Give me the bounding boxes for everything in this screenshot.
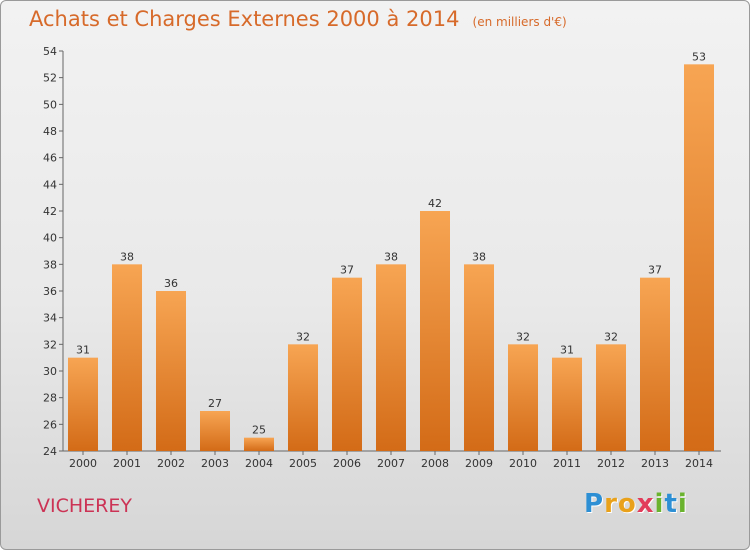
x-tick-label: 2007 <box>377 457 405 470</box>
y-tick-label: 24 <box>43 445 57 458</box>
bar-value-label: 32 <box>604 330 618 343</box>
x-tick-label: 2006 <box>333 457 361 470</box>
bar-value-label: 37 <box>648 264 662 277</box>
x-tick-label: 2014 <box>685 457 713 470</box>
x-tick-label: 2002 <box>157 457 185 470</box>
x-tick-label: 2012 <box>597 457 625 470</box>
logo-letter: t <box>664 489 678 519</box>
y-tick-label: 32 <box>43 338 57 351</box>
bar <box>596 344 626 451</box>
bar <box>552 357 582 451</box>
bar <box>464 264 494 451</box>
proxiti-logo: Proxiti <box>584 489 688 519</box>
y-tick-label: 52 <box>43 72 57 85</box>
bar-value-label: 38 <box>120 250 134 263</box>
logo-letter: i <box>677 489 688 519</box>
x-tick-label: 2000 <box>69 457 97 470</box>
chart-title: Achats et Charges Externes 2000 à 2014 <box>29 7 460 31</box>
bar-value-label: 31 <box>560 344 574 357</box>
y-tick-label: 44 <box>43 178 57 191</box>
bar-value-label: 36 <box>164 277 178 290</box>
logo-letter: r <box>604 489 618 519</box>
x-tick-label: 2004 <box>245 457 273 470</box>
place-name: VICHEREY <box>37 495 132 517</box>
bar <box>420 211 450 451</box>
bar <box>640 277 670 451</box>
x-tick-label: 2013 <box>641 457 669 470</box>
y-tick-label: 46 <box>43 152 57 165</box>
y-tick-label: 42 <box>43 205 57 218</box>
bar <box>156 291 186 451</box>
x-tick-label: 2003 <box>201 457 229 470</box>
bar-value-label: 42 <box>428 197 442 210</box>
chart-title-block: Achats et Charges Externes 2000 à 2014 (… <box>29 7 567 31</box>
bar-value-label: 27 <box>208 397 222 410</box>
y-tick-label: 36 <box>43 285 57 298</box>
y-tick-label: 30 <box>43 365 57 378</box>
chart-unit: (en milliers d'€) <box>472 15 567 29</box>
bar-value-label: 53 <box>692 50 706 63</box>
y-tick-label: 48 <box>43 125 57 138</box>
y-tick-label: 34 <box>43 312 57 325</box>
bar <box>244 437 274 451</box>
bar-value-label: 32 <box>296 330 310 343</box>
bar <box>332 277 362 451</box>
y-tick-label: 26 <box>43 418 57 431</box>
y-tick-label: 50 <box>43 98 57 111</box>
bar-value-label: 38 <box>472 250 486 263</box>
bar-value-label: 31 <box>76 344 90 357</box>
bar <box>508 344 538 451</box>
logo-letter: P <box>584 489 605 519</box>
x-tick-label: 2008 <box>421 457 449 470</box>
logo-letter: o <box>617 489 637 519</box>
bar <box>68 357 98 451</box>
x-tick-label: 2010 <box>509 457 537 470</box>
bar-value-label: 32 <box>516 330 530 343</box>
bar <box>112 264 142 451</box>
bar <box>376 264 406 451</box>
x-tick-label: 2011 <box>553 457 581 470</box>
y-tick-label: 40 <box>43 232 57 245</box>
x-tick-label: 2001 <box>113 457 141 470</box>
bar-value-label: 38 <box>384 250 398 263</box>
bar-value-label: 25 <box>252 424 266 437</box>
logo-letter: x <box>636 489 655 519</box>
x-tick-label: 2009 <box>465 457 493 470</box>
bar-value-label: 37 <box>340 264 354 277</box>
x-tick-label: 2005 <box>289 457 317 470</box>
bar <box>200 411 230 451</box>
bar <box>684 64 714 452</box>
y-tick-label: 54 <box>43 45 57 58</box>
bar <box>288 344 318 451</box>
logo-letter: i <box>654 489 665 519</box>
y-tick-label: 28 <box>43 392 57 405</box>
y-tick-label: 38 <box>43 258 57 271</box>
